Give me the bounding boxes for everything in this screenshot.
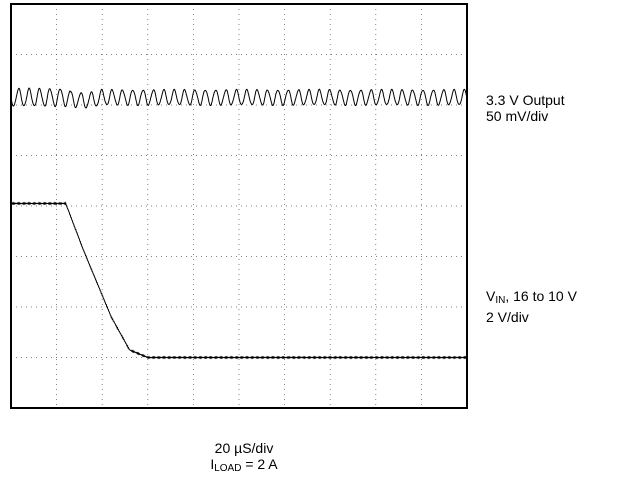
output-name: 3.3 V Output — [486, 92, 565, 108]
output-scale: 50 mV/div — [486, 108, 549, 124]
vin-scale: 2 V/div — [486, 309, 529, 325]
grid — [11, 4, 467, 408]
x-axis-caption: 20 µS/div ILOAD = 2 A — [144, 440, 344, 477]
vin-name: VIN, 16 to 10 V — [486, 288, 577, 306]
input-voltage-trace — [10, 201, 468, 360]
vin-trace-label: VIN, 16 to 10 V 2 V/div — [486, 288, 577, 325]
timebase-label: 20 µS/div — [214, 440, 274, 456]
load-label: ILOAD = 2 A — [210, 456, 278, 474]
output-trace-label: 3.3 V Output 50 mV/div — [486, 92, 565, 124]
output-voltage-trace — [10, 87, 468, 109]
plot-frame — [10, 3, 468, 409]
